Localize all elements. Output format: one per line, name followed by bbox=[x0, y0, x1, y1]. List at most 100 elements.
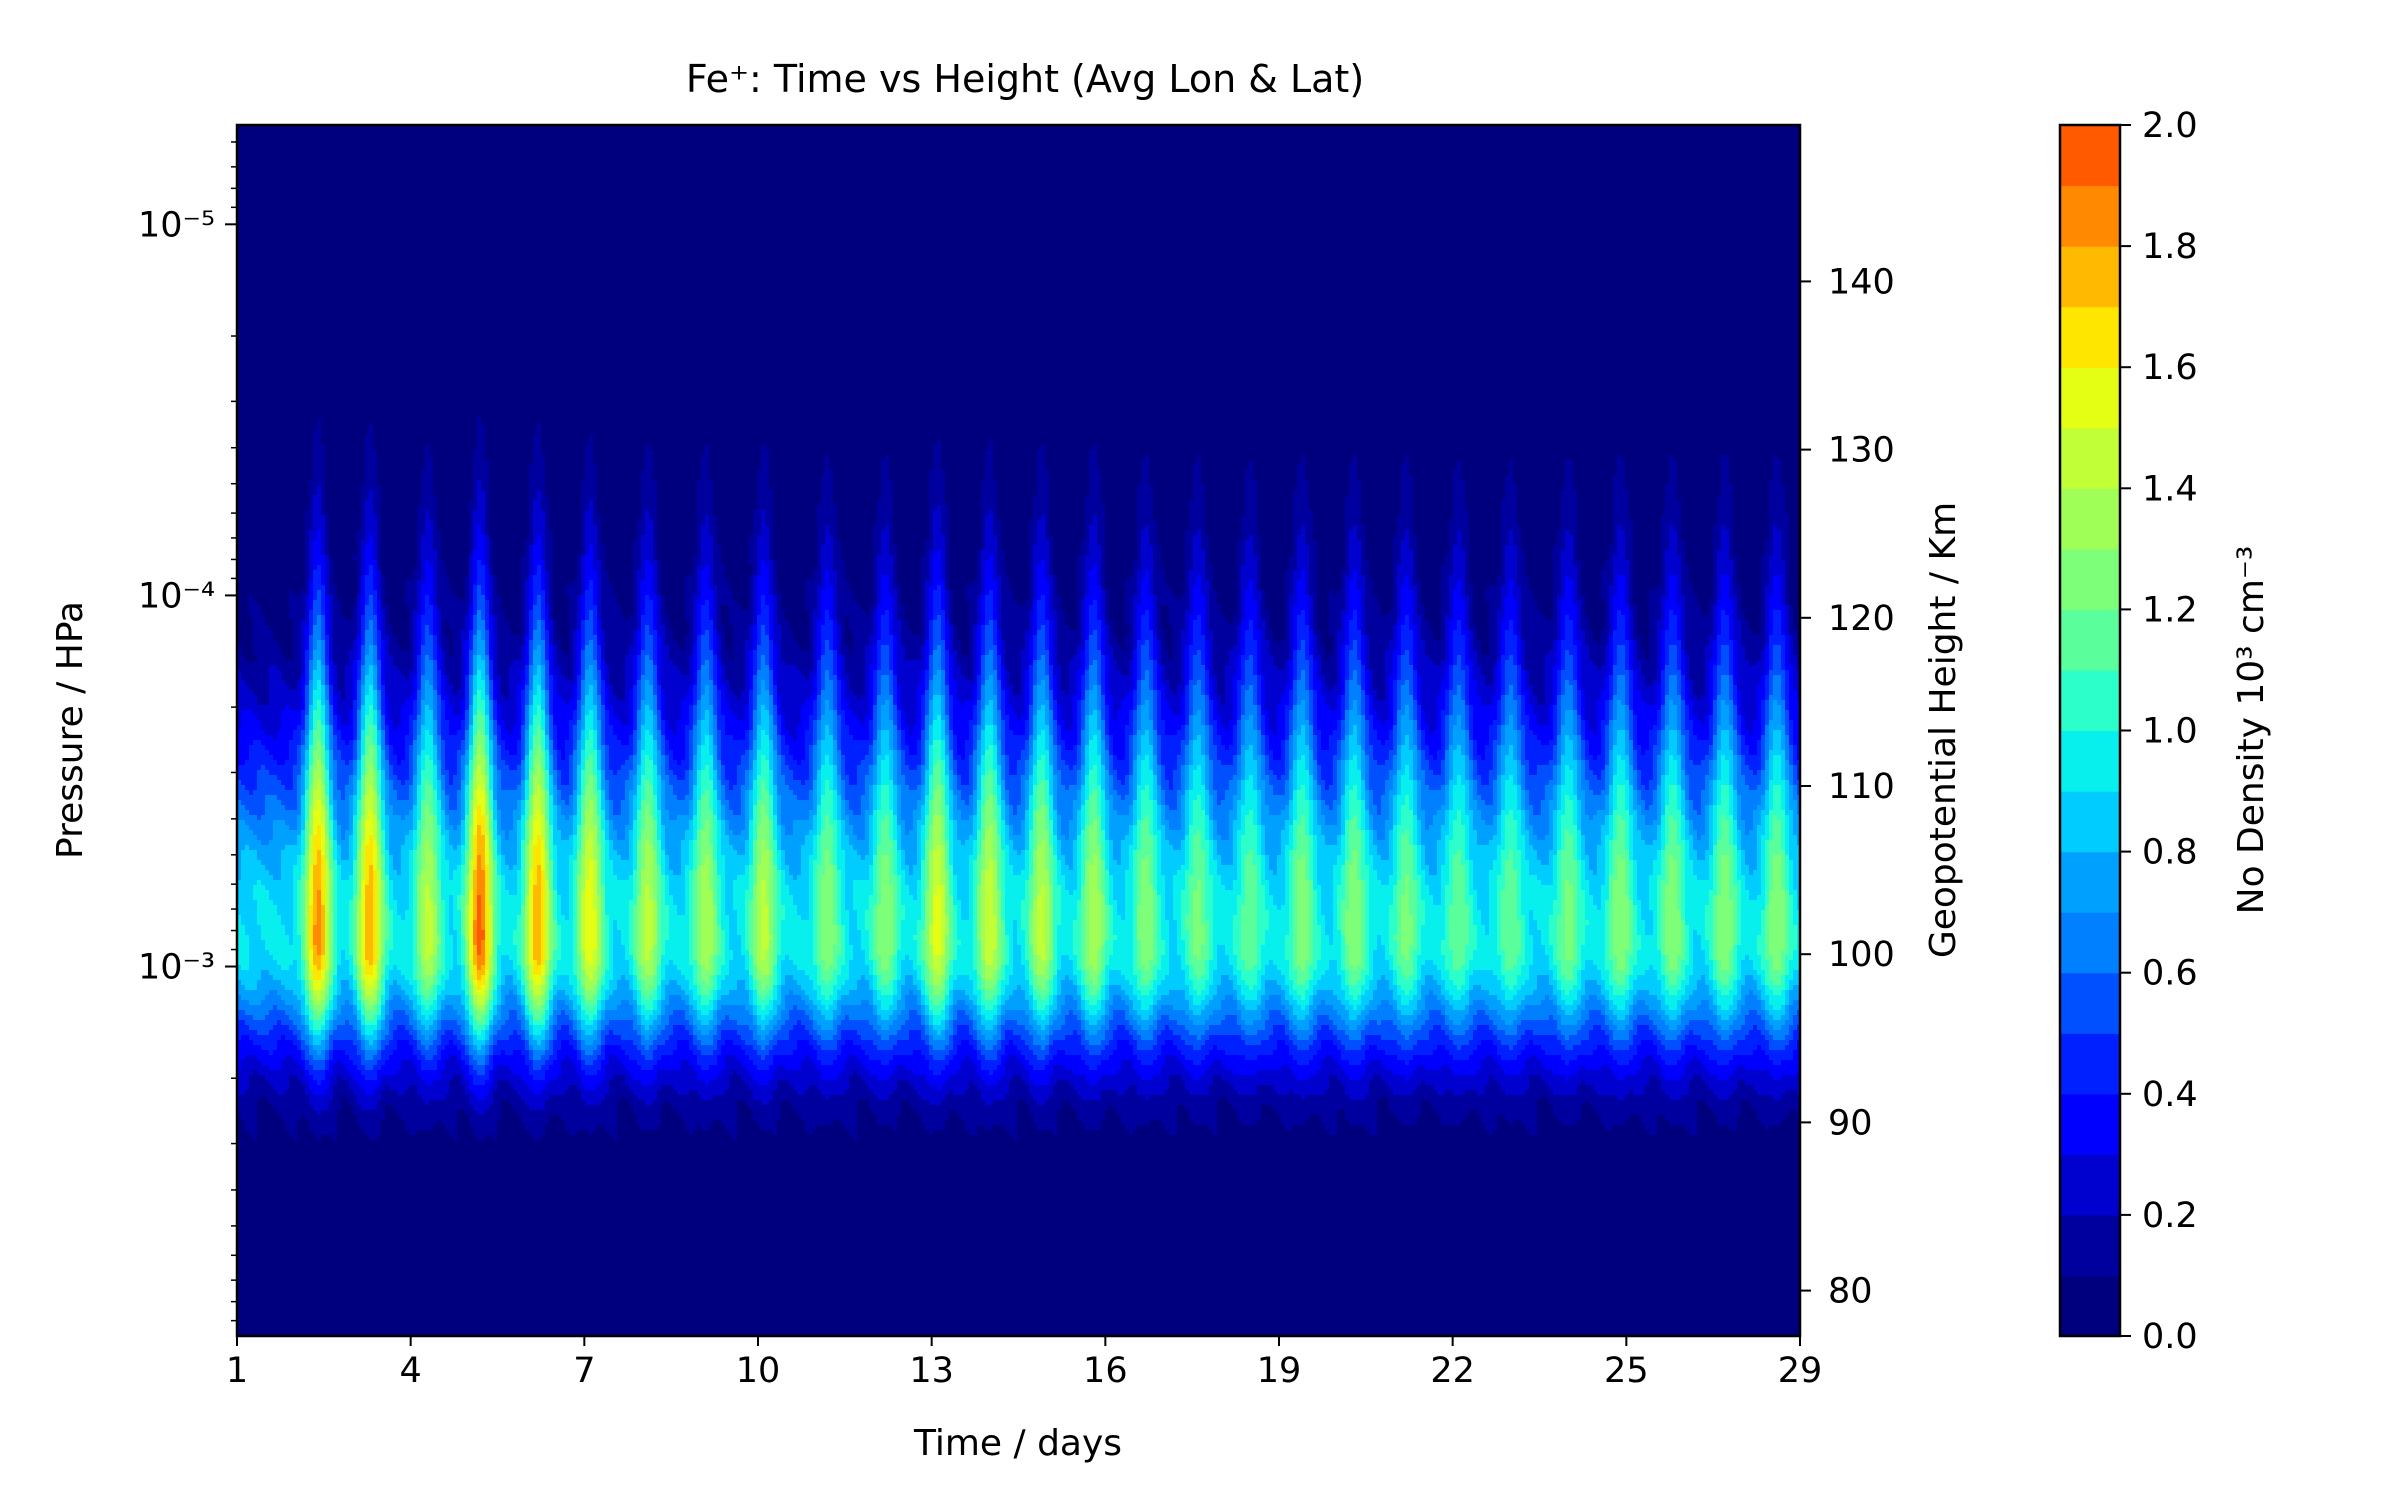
contour-cell bbox=[765, 125, 770, 451]
contour-cell bbox=[1069, 1010, 1074, 1036]
contour-cell bbox=[881, 1040, 886, 1051]
contour-cell bbox=[645, 1020, 650, 1031]
contour-cell bbox=[1041, 515, 1046, 561]
contour-cell bbox=[617, 740, 622, 771]
contour-cell bbox=[753, 885, 758, 966]
contour-cell bbox=[273, 905, 278, 961]
contour-cell bbox=[565, 1055, 570, 1091]
contour-cell bbox=[613, 815, 618, 831]
contour-cell bbox=[977, 855, 982, 886]
contour-cell bbox=[709, 810, 714, 846]
contour-cell bbox=[981, 595, 986, 626]
contour-cell bbox=[657, 775, 662, 811]
contour-cell bbox=[1029, 910, 1034, 946]
contour-cell bbox=[569, 1020, 574, 1036]
contour-cell bbox=[405, 800, 410, 816]
contour-cell bbox=[745, 1105, 750, 1336]
contour-cell bbox=[537, 865, 542, 966]
contour-cell bbox=[585, 840, 590, 881]
contour-cell bbox=[857, 700, 862, 721]
contour-cell bbox=[481, 870, 486, 931]
contour-cell bbox=[757, 865, 762, 971]
contour-cell bbox=[557, 790, 562, 806]
contour-cell bbox=[745, 1025, 750, 1046]
contour-cell bbox=[429, 1035, 434, 1046]
contour-cell bbox=[665, 1005, 670, 1026]
contour-cell bbox=[609, 705, 614, 726]
contour-cell bbox=[713, 1065, 718, 1081]
contour-cell bbox=[589, 965, 594, 981]
contour-cell bbox=[741, 610, 746, 691]
contour-cell bbox=[857, 815, 862, 841]
contour-cell bbox=[717, 780, 722, 801]
contour-cell bbox=[537, 1080, 542, 1096]
contour-cell bbox=[549, 125, 554, 531]
contour-cell bbox=[681, 915, 686, 976]
contour-cell bbox=[1069, 1085, 1074, 1106]
contour-cell bbox=[493, 1015, 498, 1026]
contour-cell bbox=[681, 800, 686, 816]
contour-cell bbox=[629, 770, 634, 791]
contour-cell bbox=[709, 1080, 714, 1101]
contour-cell bbox=[937, 985, 942, 996]
contour-cell bbox=[341, 615, 346, 701]
contour-cell bbox=[1009, 1020, 1014, 1031]
contour-cell bbox=[953, 875, 958, 906]
contour-cell bbox=[457, 690, 462, 716]
contour-cell bbox=[309, 1030, 314, 1036]
contour-cell bbox=[881, 1050, 886, 1066]
contour-cell bbox=[853, 1005, 858, 1021]
contour-cell bbox=[809, 1085, 814, 1136]
contour-cell bbox=[857, 1045, 862, 1061]
contour-cell bbox=[925, 815, 930, 841]
contour-cell bbox=[677, 125, 682, 646]
contour-cell bbox=[353, 1080, 358, 1096]
contour-cell bbox=[697, 720, 702, 746]
contour-cell bbox=[313, 1010, 318, 1021]
contour-cell bbox=[317, 800, 322, 826]
contour-cell bbox=[837, 775, 842, 796]
contour-cell bbox=[485, 1015, 490, 1026]
contour-cell bbox=[937, 695, 942, 716]
contour-cell bbox=[293, 690, 298, 711]
contour-cell bbox=[773, 985, 778, 1001]
contour-cell bbox=[749, 690, 754, 731]
contour-cell bbox=[237, 670, 242, 731]
contour-cell bbox=[245, 810, 250, 826]
contour-cell bbox=[289, 590, 294, 621]
contour-cell bbox=[449, 785, 454, 811]
contour-cell bbox=[845, 615, 850, 646]
contour-cell bbox=[709, 890, 714, 956]
contour-cell bbox=[897, 980, 902, 1001]
contour-cell bbox=[457, 1040, 462, 1051]
contour-cell bbox=[297, 775, 302, 816]
contour-cell bbox=[777, 1040, 782, 1056]
contour-cell bbox=[489, 1070, 494, 1086]
contour-cell bbox=[1049, 1075, 1054, 1096]
contour-cell bbox=[749, 125, 754, 536]
contour-cell bbox=[745, 1070, 750, 1086]
contour-cell bbox=[745, 1010, 750, 1026]
contour-cell bbox=[285, 970, 290, 991]
contour-cell bbox=[445, 675, 450, 696]
contour-cell bbox=[353, 1015, 358, 1031]
contour-cell bbox=[737, 855, 742, 876]
contour-cell bbox=[697, 565, 702, 601]
contour-cell bbox=[465, 940, 470, 966]
contour-cell bbox=[1037, 125, 1042, 451]
contour-cell bbox=[1049, 575, 1054, 621]
contour-cell bbox=[989, 1040, 994, 1051]
contour-cell bbox=[313, 690, 318, 711]
contour-cell bbox=[589, 1135, 594, 1336]
contour-cell bbox=[985, 1060, 990, 1071]
contour-cell bbox=[669, 960, 674, 981]
contour-cell bbox=[877, 125, 882, 501]
contour-cell bbox=[333, 820, 338, 841]
contour-cell bbox=[629, 1040, 634, 1061]
contour-cell bbox=[533, 1140, 538, 1336]
contour-cell bbox=[777, 1005, 782, 1021]
contour-cell bbox=[1065, 975, 1070, 996]
contour-cell bbox=[321, 980, 326, 991]
contour-cell bbox=[669, 1055, 674, 1071]
contour-cell bbox=[989, 590, 994, 621]
